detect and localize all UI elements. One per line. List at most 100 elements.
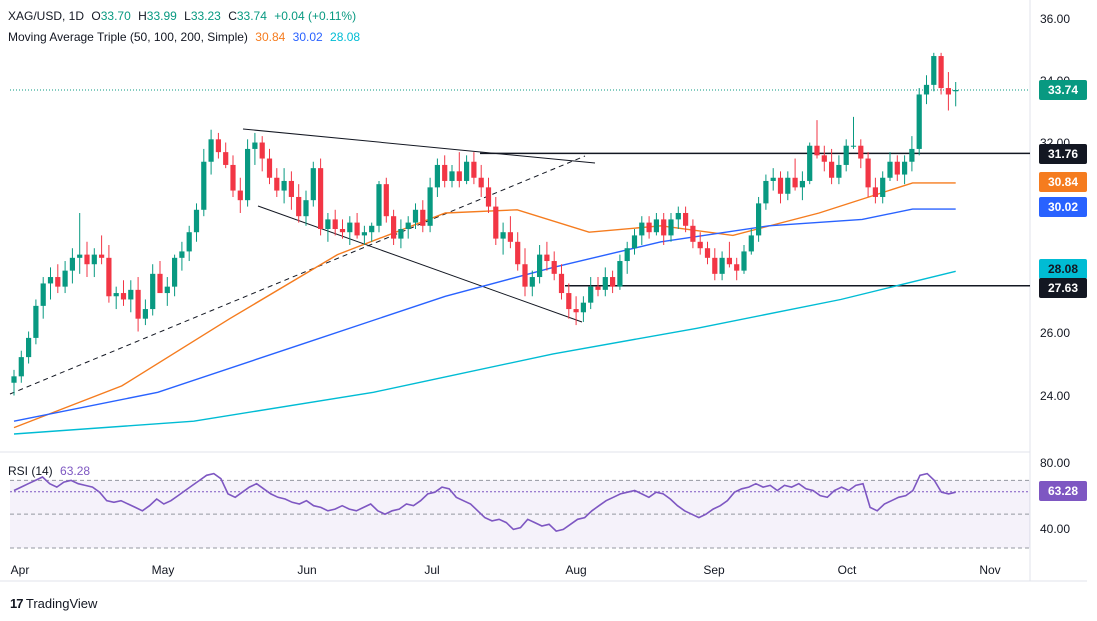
candle <box>142 299 148 326</box>
candle <box>865 152 871 197</box>
candle-body <box>369 225 375 233</box>
candle <box>938 52 944 95</box>
candle-body <box>690 225 696 242</box>
candle-body <box>223 152 229 165</box>
support-resistance-lines[interactable] <box>9 89 1030 395</box>
candle-body <box>558 273 565 294</box>
candle-body <box>923 84 930 95</box>
candle-body <box>610 277 616 287</box>
candle-body <box>230 164 236 191</box>
candle <box>485 177 492 213</box>
candle <box>186 225 192 262</box>
candle-body <box>902 161 908 175</box>
candle-body <box>179 251 185 258</box>
candle-body <box>150 273 156 310</box>
candle-body <box>339 229 346 233</box>
candle <box>748 229 754 255</box>
ma-legend-label: Moving Average Triple (50, 100, 200, Sim… <box>8 30 248 44</box>
candle <box>777 171 784 204</box>
candle <box>157 261 163 294</box>
candle-body <box>427 187 433 226</box>
rsi-tick-label: 80.00 <box>1040 456 1070 470</box>
candle-body <box>398 229 404 239</box>
candle-body <box>18 357 24 377</box>
candle <box>62 261 68 294</box>
change-value: +0.04 (+0.11%) <box>274 9 357 23</box>
candle <box>332 209 338 236</box>
candle-body <box>288 180 294 197</box>
candle-body <box>945 88 951 95</box>
candle-body <box>668 219 674 236</box>
candle-body <box>756 203 762 236</box>
candle <box>566 283 572 319</box>
candle-body <box>573 309 579 313</box>
candle <box>266 148 273 185</box>
candle <box>69 248 75 284</box>
candle <box>646 216 652 239</box>
candle <box>40 277 46 319</box>
candle-body <box>172 257 178 287</box>
candle-body <box>252 142 258 149</box>
candle-body <box>354 222 360 236</box>
candle <box>128 280 134 313</box>
candle-body <box>872 187 878 197</box>
candle-body <box>551 261 557 274</box>
candle <box>624 241 630 274</box>
candle-body <box>412 209 419 223</box>
candle <box>405 216 411 239</box>
candle-body <box>646 222 652 233</box>
candle <box>712 248 718 281</box>
candle <box>829 148 835 185</box>
time-tick-label: Jun <box>297 563 316 577</box>
candle-body <box>931 56 937 85</box>
candle <box>529 270 535 297</box>
candle-body <box>120 293 127 300</box>
candle-body <box>128 289 134 300</box>
candle-body <box>296 196 302 217</box>
rsi-badge: 63.28 <box>1039 481 1087 501</box>
candle-body <box>84 254 90 265</box>
candle <box>252 132 258 165</box>
candle-body <box>55 277 61 287</box>
candle <box>215 132 221 159</box>
symbol-label: XAG/USD, 1D <box>8 9 85 23</box>
candle-body <box>807 145 813 181</box>
candle <box>719 251 725 281</box>
candle <box>26 331 32 364</box>
time-tick-label: Nov <box>979 563 1000 577</box>
candle <box>179 241 185 271</box>
candle <box>230 155 236 197</box>
candle-body <box>259 142 265 159</box>
candle-body <box>485 187 492 207</box>
time-tick-label: May <box>152 563 175 577</box>
candle <box>193 203 200 242</box>
price-tick-label: 26.00 <box>1040 326 1070 340</box>
moving-average-lines <box>13 182 956 435</box>
candle <box>201 148 207 217</box>
candle-body <box>471 161 477 178</box>
candle <box>544 241 550 271</box>
candle <box>354 212 360 239</box>
open-label: O <box>91 9 101 23</box>
candle <box>464 155 470 185</box>
candle <box>84 241 90 278</box>
candle-body <box>953 89 959 92</box>
tradingview-brand[interactable]: 17 TradingView <box>10 596 97 611</box>
time-tick-label: Apr <box>11 563 30 577</box>
candle-body <box>880 177 886 197</box>
candle-body <box>106 257 112 297</box>
candle <box>836 155 842 185</box>
candle <box>551 251 557 281</box>
candle-body <box>347 222 353 233</box>
candle <box>675 206 681 229</box>
rsi-legend-value: 63.28 <box>60 464 91 478</box>
candle-body <box>617 261 623 287</box>
candle <box>47 267 54 300</box>
candle-body <box>865 158 871 188</box>
candle-body <box>544 254 550 262</box>
close-value: 33.74 <box>236 9 267 23</box>
candle <box>872 177 878 204</box>
candle-body <box>595 286 601 290</box>
ma50-value: 30.84 <box>255 30 286 44</box>
